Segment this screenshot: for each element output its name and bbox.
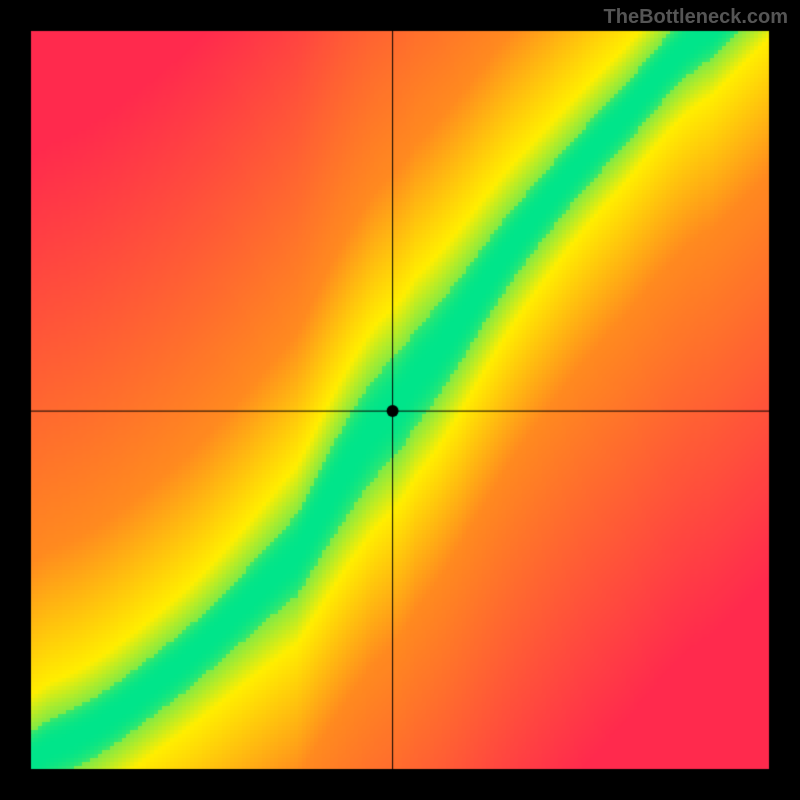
watermark-label: TheBottleneck.com	[604, 6, 788, 29]
bottleneck-heatmap	[0, 0, 800, 800]
chart-container: TheBottleneck.com	[0, 0, 800, 800]
